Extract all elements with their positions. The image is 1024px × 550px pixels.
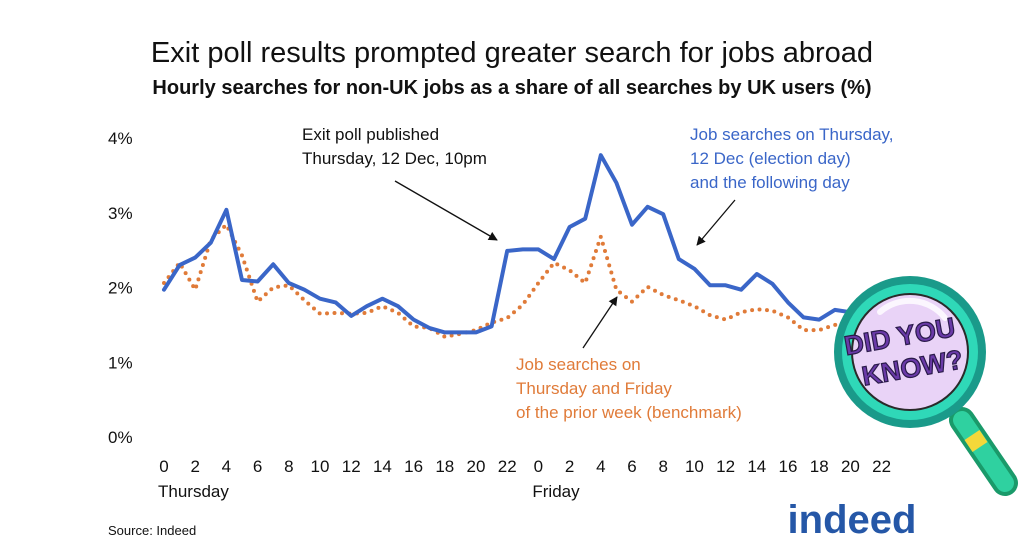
x-tick-label: 16: [779, 457, 798, 476]
x-tick-label: 10: [685, 457, 704, 476]
chart-title: Exit poll results prompted greater searc…: [151, 37, 873, 69]
x-tick-label: 4: [596, 457, 605, 476]
series-line: [162, 153, 900, 335]
x-tick-label: 18: [435, 457, 454, 476]
arrow: [394, 180, 498, 241]
handle-band: [964, 430, 988, 452]
x-tick-label: 8: [658, 457, 667, 476]
x-tick-label: 12: [342, 457, 361, 476]
annotation: and the following day: [690, 173, 850, 192]
x-tick-label: 0: [534, 457, 543, 476]
magnifier: DID YOU KNOW?: [834, 276, 1018, 496]
x-tick-label: 8: [284, 457, 293, 476]
chart-subtitle: Hourly searches for non-UK jobs as a sha…: [152, 77, 871, 99]
annotation: Job searches on: [516, 355, 641, 374]
x-tick-label: 2: [565, 457, 574, 476]
annotation: of the prior week (benchmark): [516, 403, 742, 422]
arrow: [582, 296, 618, 349]
lens: [851, 293, 969, 411]
day-label: Friday: [532, 482, 580, 501]
logo: indeed: [788, 498, 917, 542]
y-tick-label: 1%: [108, 353, 133, 372]
arrows: [394, 180, 736, 349]
x-tick-label: 4: [222, 457, 231, 476]
source: Source: Indeed: [108, 523, 196, 538]
x-tick-label: 14: [373, 457, 392, 476]
series-line: [162, 222, 900, 339]
arrow: [696, 199, 736, 246]
y-tick-label: 3%: [108, 204, 133, 223]
plot: 0% 1% 2% 3% 4% 0 2 4 6 8 10 12 14 16 18 20 22 0 2 4 6 8 10 12 14…: [108, 125, 900, 501]
x-tick-label: 2: [190, 457, 199, 476]
annotation: Thursday and Friday: [516, 379, 672, 398]
x-tick-label: 22: [872, 457, 891, 476]
x-tick-label: 14: [747, 457, 766, 476]
annotation: Exit poll published: [302, 125, 439, 144]
annotation: 12 Dec (election day): [690, 149, 851, 168]
x-tick-label: 10: [311, 457, 330, 476]
x-tick-label: 6: [627, 457, 636, 476]
x-tick-label: 6: [253, 457, 262, 476]
y-tick-label: 4%: [108, 129, 133, 148]
x-tick-label: 22: [498, 457, 517, 476]
x-tick-label: 16: [404, 457, 423, 476]
x-tick-label: 20: [841, 457, 860, 476]
x-tick-label: 20: [467, 457, 486, 476]
day-label: Thursday: [158, 482, 229, 501]
annotation: Job searches on Thursday,: [690, 125, 894, 144]
y-tick-label: 2%: [108, 279, 133, 298]
handle-inner: [953, 411, 1014, 492]
x-tick-label: 12: [716, 457, 735, 476]
annotation: Thursday, 12 Dec, 10pm: [302, 149, 487, 168]
y-tick-label: 0%: [108, 428, 133, 447]
x-tick-label: 18: [810, 457, 829, 476]
x-tick-label: 0: [159, 457, 168, 476]
